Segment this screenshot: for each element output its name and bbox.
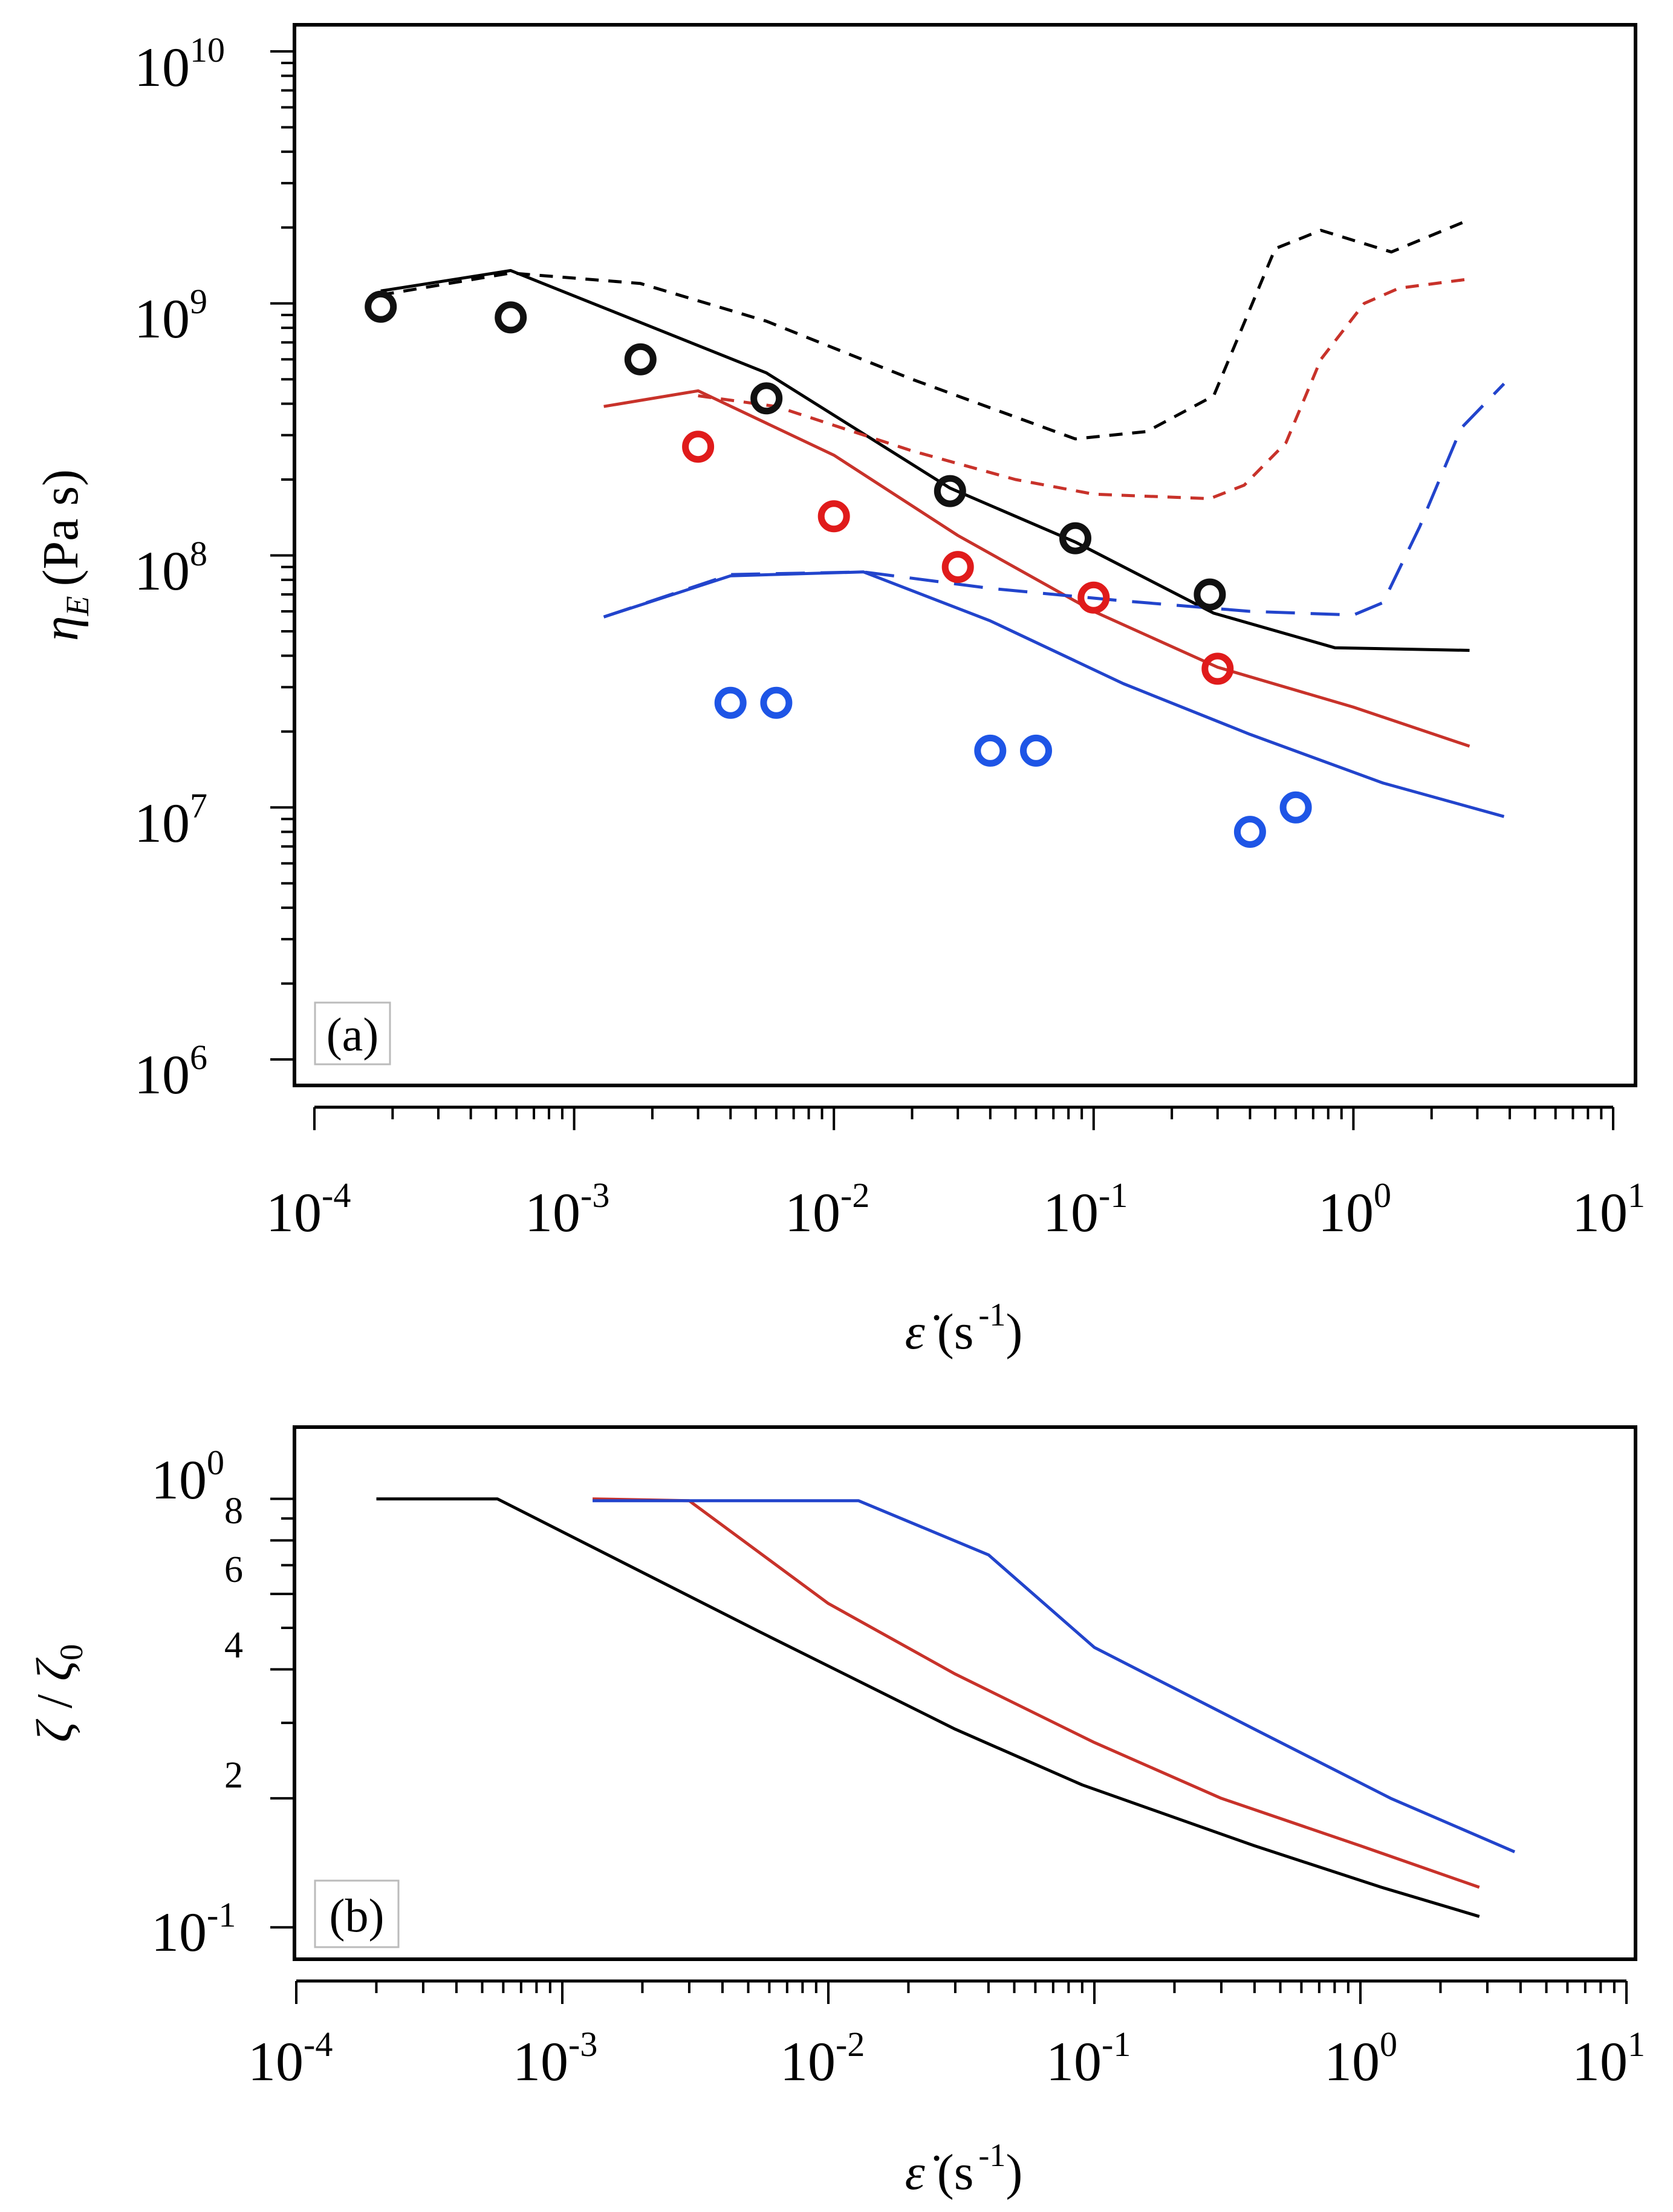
y-tick-label: 1010 xyxy=(134,30,225,98)
series-line xyxy=(380,268,1470,652)
y-tick-label: 106 xyxy=(134,1038,207,1105)
panel-b-y-axis-title: ζ/ζ0 xyxy=(27,1644,89,1742)
panel-a-label-box xyxy=(314,1001,391,1065)
panel-a-series xyxy=(380,218,1506,818)
data-point xyxy=(1059,522,1091,555)
x-tick-label: 100 xyxy=(1318,1176,1391,1243)
data-point xyxy=(1020,734,1052,767)
panel-b-y-tick-labels: 100 8 6 4 2 10-1 xyxy=(151,1443,243,1963)
data-point xyxy=(817,500,850,533)
panel-b-x-tick-labels: 10-4 10-3 10-2 10-1 100 101 xyxy=(248,2025,1645,2092)
series-line xyxy=(380,218,1470,441)
y-tick-label: 100 xyxy=(151,1443,224,1511)
x-tick-label: 10-4 xyxy=(248,2025,333,2092)
x-tick-label: 10-1 xyxy=(1043,1176,1128,1243)
data-point xyxy=(624,343,657,376)
x-tick-label: 10-2 xyxy=(780,2025,865,2092)
series-line xyxy=(376,1497,1480,1918)
y-tick-label: 6 xyxy=(224,1549,243,1590)
series-line xyxy=(603,389,1470,748)
data-point xyxy=(941,551,974,584)
data-point xyxy=(495,301,527,334)
panel-a-y-axis-title: ηE(Pa s) xyxy=(33,469,96,641)
panel-b-x-axis-title: ε̇ (s -1) xyxy=(905,2137,1023,2201)
panel-a-label: (a) xyxy=(326,1008,379,1061)
x-tick-label: 10-1 xyxy=(1046,2025,1131,2092)
y-tick-label: 107 xyxy=(134,786,207,854)
data-point xyxy=(1201,652,1234,685)
y-tick-label: 4 xyxy=(224,1625,243,1666)
x-tick-label: 10-3 xyxy=(513,2025,597,2092)
panel-a-ticks xyxy=(270,50,1614,1130)
panel-b-ticks xyxy=(270,1497,1628,2004)
y-tick-label: 8 xyxy=(224,1491,243,1532)
panel-a: 1010 109 108 107 106 10-4 10-3 10-2 10-1… xyxy=(33,23,1645,1360)
data-point xyxy=(974,734,1007,767)
data-point xyxy=(682,431,715,463)
panel-b: 100 8 6 4 2 10-1 10-4 10-3 10-2 10-1 100… xyxy=(27,1425,1645,2201)
panel-b-label: (b) xyxy=(330,1889,385,1942)
data-point xyxy=(1077,581,1110,614)
x-tick-label: 101 xyxy=(1572,2025,1645,2092)
series-line xyxy=(593,1497,1480,1889)
data-point xyxy=(1233,816,1266,848)
x-tick-label: 10-3 xyxy=(525,1176,609,1243)
series-line xyxy=(603,382,1506,619)
series-line xyxy=(698,277,1470,501)
data-point xyxy=(714,686,747,719)
x-tick-label: 101 xyxy=(1572,1176,1645,1243)
panel-b-frame xyxy=(293,1425,1637,1961)
y-tick-label: 2 xyxy=(224,1755,243,1796)
data-point xyxy=(934,475,966,507)
data-point xyxy=(750,382,783,415)
y-tick-label: 10-1 xyxy=(151,1895,236,1963)
y-tick-label: 109 xyxy=(134,282,207,350)
panel-b-label-box xyxy=(314,1879,400,1948)
panel-a-frame xyxy=(293,23,1637,1087)
series-line xyxy=(593,1499,1516,1853)
data-point xyxy=(760,686,793,719)
panel-a-x-axis-title: ε̇ (s -1) xyxy=(905,1296,1023,1360)
x-tick-label: 10-4 xyxy=(266,1176,351,1243)
x-tick-label: 100 xyxy=(1324,2025,1397,2092)
y-tick-label: 108 xyxy=(134,534,207,602)
data-point xyxy=(1194,578,1226,611)
panel-b-series xyxy=(376,1497,1516,1918)
panel-a-x-tick-labels: 10-4 10-3 10-2 10-1 100 101 xyxy=(266,1176,1645,1243)
data-point xyxy=(365,290,397,323)
data-point xyxy=(1279,791,1312,824)
panel-a-markers xyxy=(365,290,1312,848)
x-tick-label: 10-2 xyxy=(785,1176,869,1243)
panel-a-y-tick-labels: 1010 109 108 107 106 xyxy=(134,30,225,1105)
